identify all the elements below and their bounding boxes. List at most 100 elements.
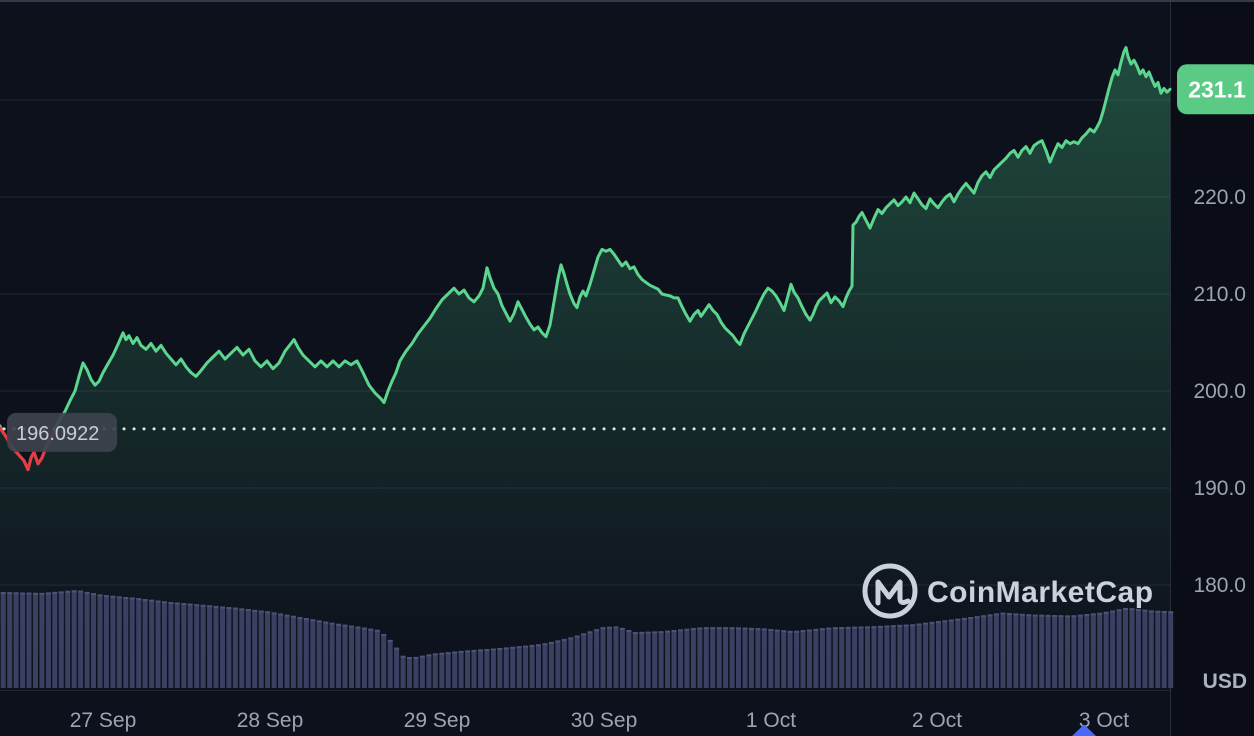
volume-bar-cap xyxy=(413,656,419,659)
volume-bar xyxy=(781,630,787,688)
volume-bar xyxy=(981,615,987,688)
volume-bar-cap xyxy=(961,617,967,620)
volume-bar xyxy=(97,594,103,688)
volume-bar-cap xyxy=(407,657,412,659)
volume-bar xyxy=(245,609,251,688)
volume-bar-cap xyxy=(129,597,135,600)
volume-bar xyxy=(213,605,219,688)
volume-bar xyxy=(529,644,535,688)
volume-bar xyxy=(303,618,309,688)
volume-bar xyxy=(78,590,84,688)
volume-bar xyxy=(787,630,793,688)
volume-bar xyxy=(1097,612,1103,688)
volume-bar-cap xyxy=(490,648,496,651)
volume-bar-cap xyxy=(387,639,393,642)
volume-bar xyxy=(394,647,400,688)
volume-bar xyxy=(800,630,806,688)
volume-bar xyxy=(458,650,464,688)
volume-bar xyxy=(755,628,761,688)
volume-bar-cap xyxy=(923,622,929,625)
volume-bar-cap xyxy=(510,646,516,649)
volume-bar xyxy=(336,623,342,688)
volume-bar-cap xyxy=(981,615,987,618)
volume-bar xyxy=(832,627,838,688)
volume-bar-cap xyxy=(652,631,658,634)
volume-bar-cap xyxy=(142,599,148,601)
volume-bar-cap xyxy=(1026,614,1032,617)
volume-bar xyxy=(232,607,238,688)
volume-bar-cap xyxy=(303,618,309,621)
volume-bar-cap xyxy=(1077,614,1083,617)
volume-bar xyxy=(91,593,96,688)
volume-bar-cap xyxy=(645,631,651,634)
volume-bar-cap xyxy=(194,604,200,607)
volume-bar-cap xyxy=(1045,614,1051,617)
volume-bar-cap xyxy=(465,650,471,653)
y-tick-label: 180.0 xyxy=(1193,574,1246,597)
volume-bar xyxy=(652,631,658,688)
volume-bar-cap xyxy=(761,628,767,631)
navigator-handle-icon[interactable] xyxy=(1072,724,1096,736)
volume-bar xyxy=(916,623,922,688)
volume-bar xyxy=(71,590,77,688)
volume-bar-cap xyxy=(684,628,690,631)
volume-bar xyxy=(445,652,451,688)
volume-bar-cap xyxy=(458,650,464,653)
volume-bar xyxy=(478,649,483,688)
volume-bar-cap xyxy=(794,630,800,633)
volume-bar-cap xyxy=(213,605,219,608)
volume-bar-cap xyxy=(548,641,554,644)
volume-bar xyxy=(748,627,754,688)
volume-bar xyxy=(1045,614,1051,688)
volume-bar xyxy=(149,599,155,688)
volume-bar xyxy=(1058,615,1064,688)
volume-bar-cap xyxy=(258,610,264,613)
volume-bar xyxy=(484,649,490,688)
volume-bar xyxy=(942,620,948,688)
volume-bar xyxy=(194,604,200,688)
volume-bar xyxy=(903,624,909,688)
volume-bar xyxy=(645,631,651,688)
volume-bar-cap xyxy=(316,620,322,623)
volume-bar xyxy=(432,653,438,688)
volume-bar xyxy=(1110,610,1116,688)
volume-bar-cap xyxy=(968,617,974,619)
y-tick-label: 190.0 xyxy=(1193,477,1246,500)
volume-bar-cap xyxy=(284,614,290,617)
volume-bar-cap xyxy=(265,611,271,614)
x-tick-label: 3 Oct xyxy=(1079,709,1129,732)
y-tick-label: 210.0 xyxy=(1193,283,1246,306)
volume-bar-cap xyxy=(884,625,890,628)
volume-bar-cap xyxy=(361,627,367,630)
volume-bar xyxy=(278,613,283,688)
volume-bar xyxy=(13,592,19,688)
volume-bar xyxy=(387,639,393,688)
volume-bar-cap xyxy=(1013,613,1019,616)
volume-bar xyxy=(929,621,935,688)
volume-bar xyxy=(1052,615,1058,688)
volume-bar xyxy=(555,640,561,688)
volume-bar-cap xyxy=(826,627,832,630)
volume-bar-cap xyxy=(1052,615,1058,617)
volume-bar xyxy=(471,649,477,688)
volume-bar xyxy=(33,592,38,688)
volume-bar xyxy=(1019,613,1025,688)
volume-bar-cap xyxy=(607,626,612,629)
volume-bar-cap xyxy=(20,592,26,595)
volume-bar-cap xyxy=(523,645,529,648)
volume-bar xyxy=(123,597,129,688)
volume-bar-cap xyxy=(7,592,13,595)
volume-bar-cap xyxy=(26,592,32,595)
volume-bar xyxy=(1168,611,1174,688)
volume-bar-cap xyxy=(123,597,129,599)
volume-bar xyxy=(1155,610,1161,688)
current-price-value: 231.1 xyxy=(1188,76,1246,102)
volume-bar xyxy=(690,628,696,688)
volume-bar xyxy=(955,618,961,688)
volume-bar-cap xyxy=(419,655,425,658)
volume-bar-cap xyxy=(703,627,709,630)
volume-bar-cap xyxy=(845,626,851,629)
volume-bar xyxy=(368,628,374,688)
volume-bar xyxy=(671,630,677,688)
